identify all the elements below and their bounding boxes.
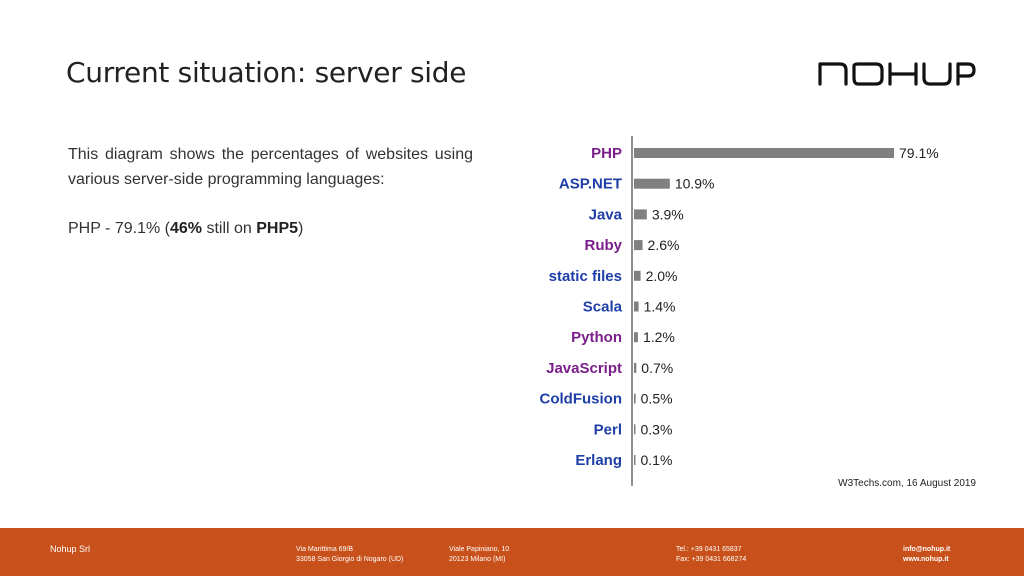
category-label-python: Python bbox=[571, 329, 622, 346]
category-label-javascript: JavaScript bbox=[546, 360, 622, 377]
bar-asp-net bbox=[634, 178, 670, 189]
value-label-asp-net: 10.9% bbox=[675, 176, 715, 192]
bar-php bbox=[634, 148, 894, 158]
footer-company: Nohup Srl bbox=[50, 544, 91, 554]
footer-address-1-line2: 33058 San Giorgio di Nogaro (UD) bbox=[296, 556, 404, 563]
category-label-scala: Scala bbox=[583, 299, 623, 316]
category-label-coldfusion: ColdFusion bbox=[540, 391, 623, 408]
slide-title: Current situation: server side bbox=[66, 56, 467, 89]
nohup-logo bbox=[818, 62, 976, 86]
php5-share-value: 46% bbox=[169, 220, 202, 237]
bar-java bbox=[634, 209, 647, 220]
category-label-erlang: Erlang bbox=[575, 452, 622, 469]
value-label-coldfusion: 0.5% bbox=[641, 391, 673, 407]
server-side-languages-chart: PHP 79.1% ASP.NET 10.9% Java 3.9% Ruby 2.6% stat… bbox=[540, 136, 976, 489]
footer-contact: info@nohup.it www.nohup.it bbox=[903, 545, 950, 565]
php-summary-suffix: ) bbox=[298, 220, 304, 237]
bar-coldfusion bbox=[634, 393, 636, 404]
footer-address-2-line2: 20123 Milano (MI) bbox=[449, 556, 506, 563]
category-label-php: PHP bbox=[591, 145, 622, 162]
category-label-java: Java bbox=[589, 206, 623, 223]
footer-address-1-line1: Via Marittima 69/B bbox=[296, 546, 354, 553]
php-summary-mid: still on bbox=[202, 220, 257, 237]
bar-static-files bbox=[634, 270, 641, 281]
footer-address-2: Viale Papiniano, 10 20123 Milano (MI) bbox=[449, 545, 509, 565]
category-label-perl: Perl bbox=[594, 421, 622, 438]
php-summary-prefix: PHP - 79.1% ( bbox=[68, 220, 170, 237]
footer-address-2-line1: Viale Papiniano, 10 bbox=[449, 546, 510, 553]
value-label-php: 79.1% bbox=[899, 145, 939, 161]
bar-erlang bbox=[634, 455, 636, 465]
category-label-static-files: static files bbox=[549, 268, 622, 285]
chart-source-label: W3Techs.com, 16 August 2019 bbox=[838, 478, 976, 489]
description-paragraph: This diagram shows the percentages of we… bbox=[68, 146, 473, 188]
footer-phone: Tel.: +39 0431 65837 Fax: +39 0431 66827… bbox=[676, 545, 746, 565]
value-label-java: 3.9% bbox=[652, 206, 684, 222]
footer: Nohup Srl Via Marittima 69/B 33058 San G… bbox=[0, 528, 1024, 576]
description-text: This diagram shows the percentages of we… bbox=[68, 142, 473, 241]
bar-perl bbox=[634, 424, 636, 435]
bar-ruby bbox=[634, 240, 643, 251]
footer-email-link[interactable]: info@nohup.it bbox=[903, 546, 951, 553]
php5-label: PHP5 bbox=[256, 220, 299, 237]
value-label-erlang: 0.1% bbox=[641, 452, 673, 468]
bar-python bbox=[634, 332, 638, 343]
footer-fax: Fax: +39 0431 668274 bbox=[676, 556, 747, 563]
category-label-asp-net: ASP.NET bbox=[559, 176, 622, 193]
value-label-scala: 1.4% bbox=[644, 299, 676, 315]
bar-javascript bbox=[634, 362, 637, 373]
footer-tel: Tel.: +39 0431 65837 bbox=[676, 546, 742, 553]
category-label-ruby: Ruby bbox=[585, 237, 623, 254]
footer-address-1: Via Marittima 69/B 33058 San Giorgio di … bbox=[296, 545, 403, 565]
value-label-perl: 0.3% bbox=[641, 421, 673, 437]
value-label-javascript: 0.7% bbox=[641, 360, 673, 376]
footer-web-link[interactable]: www.nohup.it bbox=[903, 556, 949, 563]
php-summary: PHP - 79.1% (46% still on PHP5) bbox=[68, 216, 473, 241]
value-label-static-files: 2.0% bbox=[646, 268, 678, 284]
value-label-ruby: 2.6% bbox=[648, 237, 680, 253]
bar-scala bbox=[634, 301, 639, 312]
value-label-python: 1.2% bbox=[643, 329, 675, 345]
